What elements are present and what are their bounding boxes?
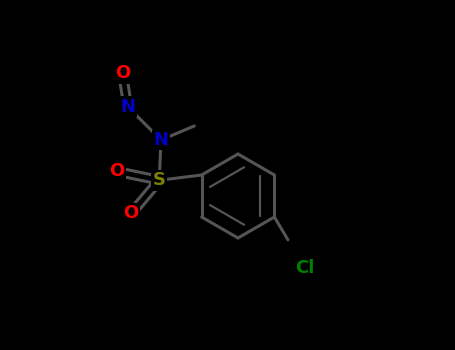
Text: Cl: Cl bbox=[295, 259, 314, 277]
Text: O: O bbox=[115, 64, 130, 83]
Text: O: O bbox=[110, 162, 125, 181]
Text: N: N bbox=[120, 98, 135, 116]
Text: O: O bbox=[124, 204, 139, 223]
Text: S: S bbox=[153, 171, 166, 189]
Text: N: N bbox=[153, 131, 168, 149]
